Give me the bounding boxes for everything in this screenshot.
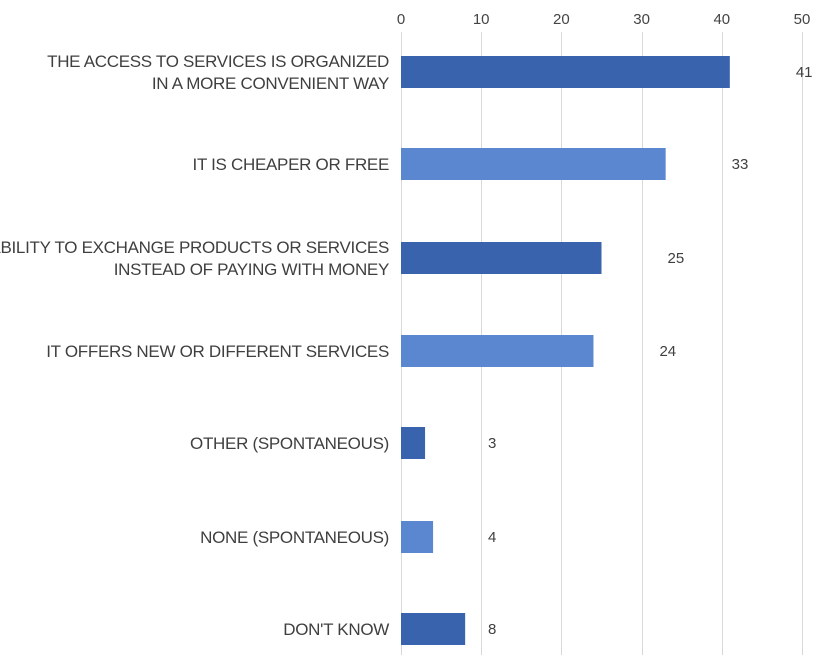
value-label: 3 bbox=[488, 435, 496, 452]
category-label: NONE (SPONTANEOUS) bbox=[200, 528, 389, 547]
value-label: 41 bbox=[796, 64, 813, 81]
x-tick-label: 20 bbox=[553, 11, 570, 28]
x-tick-label: 50 bbox=[794, 11, 811, 28]
category-label-line: INSTEAD OF PAYING WITH MONEY bbox=[114, 260, 389, 279]
bar bbox=[401, 56, 730, 88]
bar bbox=[401, 427, 426, 459]
category-label-line: NONE (SPONTANEOUS) bbox=[200, 528, 389, 547]
bar bbox=[401, 521, 434, 553]
x-axis-ticks: 0 10 20 30 40 50 bbox=[397, 11, 811, 28]
x-tick-label: 30 bbox=[633, 11, 650, 28]
category-label: DON'T KNOW bbox=[283, 620, 389, 639]
value-label: 8 bbox=[488, 621, 496, 638]
x-tick-label: 0 bbox=[397, 11, 405, 28]
bar bbox=[401, 335, 594, 367]
category-label-line: OTHER (SPONTANEOUS) bbox=[190, 434, 389, 453]
value-labels: 41 33 25 24 3 4 8 bbox=[488, 64, 813, 638]
value-label: 4 bbox=[488, 529, 496, 546]
x-tick-label: 10 bbox=[473, 11, 490, 28]
category-label-line: THE ACCESS TO SERVICES IS ORGANIZED bbox=[47, 52, 389, 71]
category-label-line: IT IS CHEAPER OR FREE bbox=[193, 155, 389, 174]
value-label: 33 bbox=[732, 156, 749, 173]
category-label: THE ABILITY TO EXCHANGE PRODUCTS OR SERV… bbox=[0, 238, 389, 279]
x-tick-label: 40 bbox=[713, 11, 730, 28]
bar bbox=[401, 613, 466, 645]
category-label: IT OFFERS NEW OR DIFFERENT SERVICES bbox=[46, 342, 389, 361]
category-label-line: DON'T KNOW bbox=[283, 620, 389, 639]
bar bbox=[401, 242, 602, 274]
bars bbox=[401, 56, 730, 645]
category-label-line: IT OFFERS NEW OR DIFFERENT SERVICES bbox=[46, 342, 389, 361]
value-label: 25 bbox=[668, 250, 685, 267]
bar bbox=[401, 148, 666, 180]
category-label: THE ACCESS TO SERVICES IS ORGANIZED IN A … bbox=[47, 52, 389, 93]
category-labels: THE ACCESS TO SERVICES IS ORGANIZED IN A … bbox=[0, 52, 390, 639]
category-label: OTHER (SPONTANEOUS) bbox=[190, 434, 389, 453]
value-label: 24 bbox=[659, 343, 676, 360]
category-label: IT IS CHEAPER OR FREE bbox=[193, 155, 389, 174]
category-label-line: THE ABILITY TO EXCHANGE PRODUCTS OR SERV… bbox=[0, 238, 389, 257]
category-label-line: IN A MORE CONVENIENT WAY bbox=[152, 74, 389, 93]
